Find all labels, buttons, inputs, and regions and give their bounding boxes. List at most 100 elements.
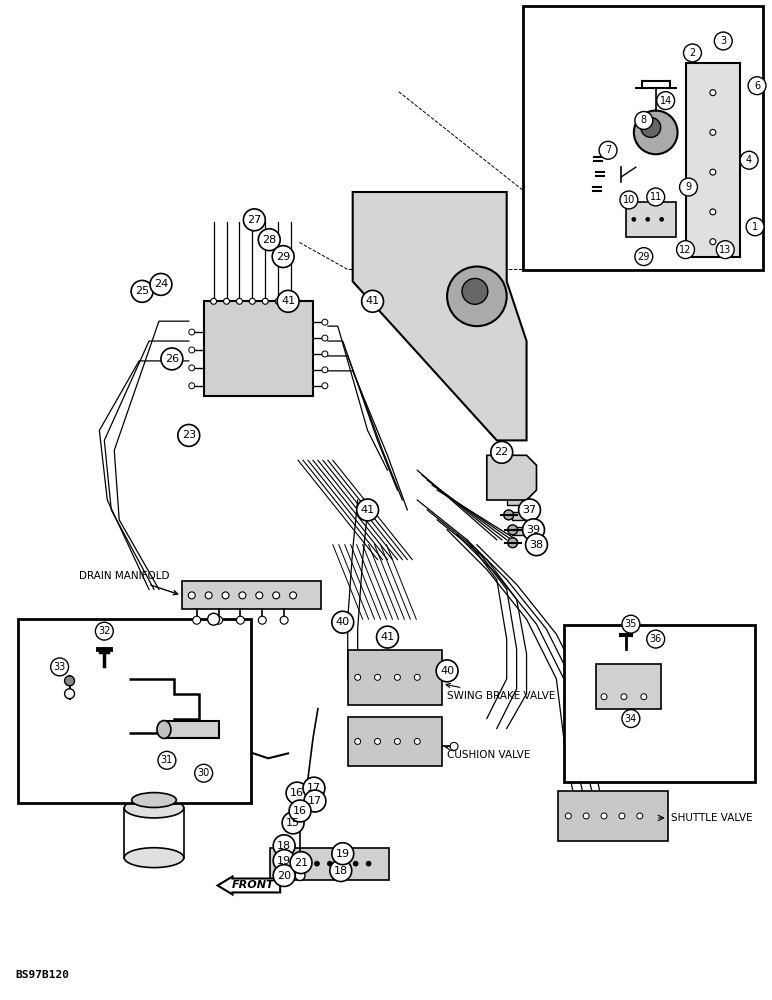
- Circle shape: [314, 861, 320, 866]
- Bar: [204, 301, 313, 396]
- Circle shape: [679, 178, 697, 196]
- Text: 35: 35: [625, 619, 637, 629]
- Text: 16: 16: [293, 806, 307, 816]
- Circle shape: [646, 217, 650, 221]
- Circle shape: [289, 861, 293, 866]
- Circle shape: [282, 812, 304, 834]
- Text: 34: 34: [625, 714, 637, 724]
- Circle shape: [256, 592, 262, 599]
- Bar: [506, 497, 527, 505]
- Circle shape: [354, 674, 361, 680]
- Circle shape: [635, 112, 653, 129]
- Circle shape: [295, 811, 305, 821]
- Circle shape: [641, 117, 661, 137]
- Circle shape: [236, 616, 245, 624]
- Text: 8: 8: [641, 115, 647, 125]
- Bar: [523, 6, 763, 270]
- Circle shape: [275, 298, 281, 304]
- Circle shape: [259, 229, 280, 251]
- Circle shape: [302, 861, 306, 866]
- Text: 15: 15: [286, 818, 300, 828]
- Text: 6: 6: [754, 81, 760, 91]
- Circle shape: [189, 329, 195, 335]
- Polygon shape: [487, 455, 537, 500]
- Circle shape: [377, 626, 398, 648]
- Circle shape: [462, 278, 488, 304]
- Circle shape: [354, 738, 361, 744]
- Circle shape: [51, 658, 69, 676]
- Text: 12: 12: [679, 245, 692, 255]
- Text: 29: 29: [638, 252, 650, 262]
- Circle shape: [273, 865, 295, 886]
- Text: 36: 36: [649, 634, 662, 644]
- Circle shape: [188, 592, 195, 599]
- Circle shape: [622, 710, 640, 728]
- Bar: [626, 202, 676, 237]
- Circle shape: [150, 273, 172, 295]
- Circle shape: [189, 347, 195, 353]
- Text: 25: 25: [135, 286, 149, 296]
- Bar: [686, 63, 740, 257]
- Circle shape: [208, 613, 219, 625]
- Text: 39: 39: [527, 525, 540, 535]
- Circle shape: [415, 738, 420, 744]
- Text: 23: 23: [181, 430, 196, 440]
- Circle shape: [332, 611, 354, 633]
- Text: 27: 27: [247, 215, 262, 225]
- Circle shape: [322, 383, 328, 389]
- Text: 2: 2: [689, 48, 696, 58]
- Circle shape: [195, 764, 212, 782]
- Circle shape: [322, 351, 328, 357]
- Circle shape: [289, 800, 311, 822]
- Circle shape: [304, 790, 326, 812]
- Circle shape: [710, 239, 716, 245]
- Circle shape: [676, 241, 695, 259]
- Text: 18: 18: [277, 841, 291, 851]
- Circle shape: [330, 860, 352, 882]
- Text: 16: 16: [290, 788, 304, 798]
- Circle shape: [211, 298, 217, 304]
- Text: BS97B120: BS97B120: [15, 970, 69, 980]
- Circle shape: [96, 622, 113, 640]
- Circle shape: [748, 77, 766, 95]
- Circle shape: [374, 738, 381, 744]
- Circle shape: [660, 217, 664, 221]
- Text: CUSHION VALVE: CUSHION VALVE: [445, 746, 530, 760]
- Text: 19: 19: [336, 849, 350, 859]
- Circle shape: [239, 592, 246, 599]
- Text: SWING BRAKE VALVE: SWING BRAKE VALVE: [446, 683, 556, 701]
- Ellipse shape: [124, 798, 184, 818]
- Circle shape: [215, 616, 222, 624]
- Circle shape: [288, 298, 294, 304]
- Text: 33: 33: [53, 662, 66, 672]
- Text: 30: 30: [198, 768, 210, 778]
- Circle shape: [354, 861, 358, 866]
- Circle shape: [205, 592, 212, 599]
- Bar: [596, 664, 661, 709]
- Circle shape: [327, 861, 332, 866]
- Circle shape: [683, 44, 702, 62]
- Text: 41: 41: [381, 632, 394, 642]
- Text: SHUTTLE VALVE: SHUTTLE VALVE: [671, 813, 752, 823]
- Text: 11: 11: [649, 192, 662, 202]
- Circle shape: [436, 660, 458, 682]
- Text: 40: 40: [440, 666, 454, 676]
- Text: 1: 1: [752, 222, 758, 232]
- Text: 40: 40: [336, 617, 350, 627]
- Text: 13: 13: [720, 245, 731, 255]
- Circle shape: [361, 290, 384, 312]
- Bar: [558, 791, 668, 841]
- Ellipse shape: [132, 793, 176, 807]
- Circle shape: [277, 290, 299, 312]
- Circle shape: [295, 871, 305, 881]
- Circle shape: [746, 218, 764, 236]
- Circle shape: [65, 689, 75, 699]
- Text: 31: 31: [161, 755, 173, 765]
- Circle shape: [710, 209, 716, 215]
- Text: 37: 37: [523, 505, 537, 515]
- Circle shape: [583, 813, 589, 819]
- Circle shape: [249, 298, 256, 304]
- Circle shape: [710, 169, 716, 175]
- Circle shape: [259, 616, 266, 624]
- Bar: [270, 848, 389, 880]
